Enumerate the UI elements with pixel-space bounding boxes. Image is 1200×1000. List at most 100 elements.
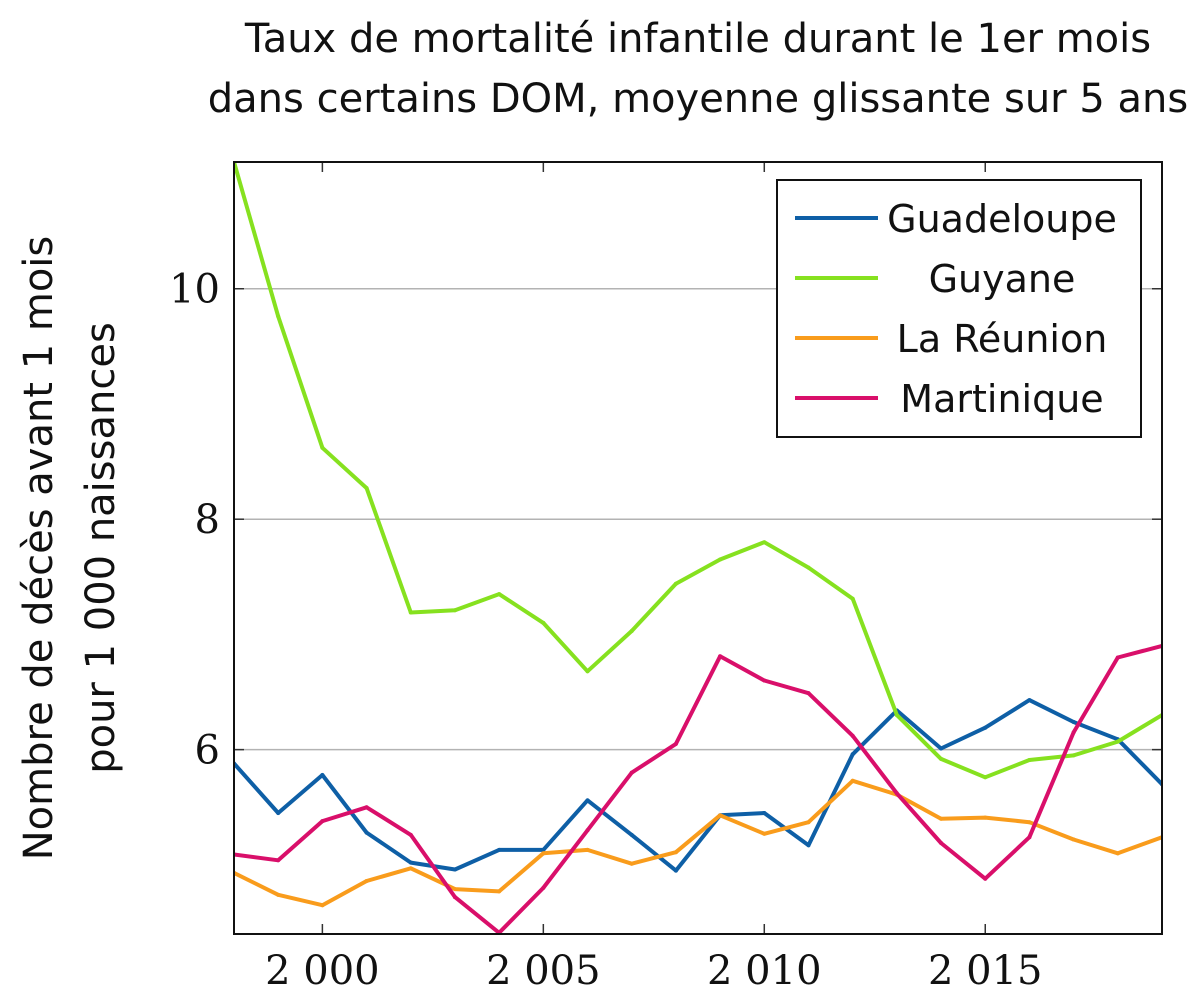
data-point-guyane [1027, 758, 1032, 763]
series-line-guyane [234, 162, 1162, 780]
data-point-martinique [276, 858, 281, 863]
data-point-guadeloupe [673, 868, 678, 873]
data-point-guadeloupe [452, 867, 457, 872]
chart-title: Taux de mortalité infantile durant le 1e… [208, 16, 1188, 122]
series-line-martinique [234, 643, 1162, 934]
data-point-la-reunion [1071, 837, 1076, 842]
data-point-guadeloupe [497, 847, 502, 852]
data-point-la-reunion [806, 820, 811, 825]
data-point-guadeloupe [320, 772, 325, 777]
legend-box [776, 179, 1142, 438]
data-point-la-reunion [983, 815, 988, 820]
data-point-guadeloupe [629, 832, 634, 837]
legend-label: Guadeloupe [887, 197, 1117, 241]
data-point-guyane [541, 620, 546, 625]
x-tick-label: 2 015 [928, 948, 1043, 994]
data-point-la-reunion [1115, 851, 1120, 856]
x-tick-label: 2 005 [486, 948, 601, 994]
series-guyane [234, 162, 1162, 780]
data-point-guyane [1071, 753, 1076, 758]
data-point-guadeloupe [939, 746, 944, 751]
data-point-la-reunion [673, 850, 678, 855]
data-point-guadeloupe [1027, 698, 1032, 703]
data-point-martinique [364, 805, 369, 810]
y-axis-label-line-1: Nombre de décès avant 1 mois [16, 236, 62, 861]
data-point-guadeloupe [1071, 719, 1076, 724]
series-line-guadeloupe [234, 698, 1162, 873]
series-line-la-reunion [234, 778, 1162, 908]
data-point-guyane [762, 540, 767, 545]
data-point-guadeloupe [850, 752, 855, 757]
series-la-reunion [234, 778, 1162, 908]
data-point-guyane [629, 628, 634, 633]
data-point-martinique [629, 770, 634, 775]
legend-item-la-reunion: La Réunion [795, 317, 1107, 361]
data-point-la-reunion [276, 892, 281, 897]
data-point-la-reunion [718, 813, 723, 818]
data-point-guyane [939, 756, 944, 761]
data-point-martinique [452, 895, 457, 900]
data-point-guadeloupe [408, 860, 413, 865]
data-point-la-reunion [1027, 820, 1032, 825]
x-tick-label: 2 000 [265, 948, 380, 994]
data-point-guadeloupe [585, 798, 590, 803]
data-point-guyane [894, 713, 899, 718]
y-tick-label: 6 [195, 728, 220, 774]
data-point-guyane [320, 445, 325, 450]
legend-item-guadeloupe: Guadeloupe [795, 197, 1117, 241]
data-point-la-reunion [452, 887, 457, 892]
data-point-guyane [1115, 739, 1120, 744]
legend-label: Martinique [900, 377, 1103, 421]
legend: Guadeloupe Guyane La Réunion Martinique [776, 179, 1142, 438]
x-tick-label: 2 010 [707, 948, 822, 994]
data-point-guyane [452, 608, 457, 613]
chart-title-line-2: dans certains DOM, moyenne glissante sur… [208, 76, 1188, 122]
data-point-guyane [673, 581, 678, 586]
legend-item-martinique: Martinique [795, 377, 1104, 421]
legend-item-guyane: Guyane [795, 257, 1075, 301]
data-point-guadeloupe [762, 811, 767, 816]
data-point-la-reunion [585, 847, 590, 852]
series-martinique [234, 643, 1162, 934]
data-point-la-reunion [762, 831, 767, 836]
data-point-la-reunion [497, 889, 502, 894]
data-point-guyane [276, 314, 281, 319]
axis-ticks: 2 000 2 005 2 010 2 015 6 8 10 [169, 162, 1162, 994]
data-point-guadeloupe [364, 830, 369, 835]
y-axis-label-line-2: pour 1 000 naissances [78, 322, 124, 774]
data-point-martinique [320, 819, 325, 824]
plot-frame [233, 161, 1163, 935]
data-point-martinique [806, 691, 811, 696]
y-tick-label: 10 [169, 267, 220, 313]
data-point-la-reunion [408, 866, 413, 871]
legend-label: Guyane [929, 257, 1076, 301]
data-point-guyane [364, 486, 369, 491]
data-point-martinique [894, 791, 899, 796]
data-point-guyane [850, 596, 855, 601]
data-point-martinique [983, 876, 988, 881]
data-point-guyane [983, 775, 988, 780]
data-point-la-reunion [541, 851, 546, 856]
data-point-martinique [1071, 730, 1076, 735]
data-point-martinique [408, 832, 413, 837]
y-axis-label: Nombre de décès avant 1 mois pour 1 000 … [16, 236, 124, 861]
data-point-martinique [850, 733, 855, 738]
chart-title-line-1: Taux de mortalité infantile durant le 1e… [244, 16, 1151, 62]
data-point-la-reunion [364, 878, 369, 883]
series-guadeloupe [234, 698, 1162, 873]
data-point-martinique [673, 741, 678, 746]
data-point-la-reunion [629, 861, 634, 866]
data-point-guadeloupe [541, 847, 546, 852]
data-point-guyane [585, 669, 590, 674]
data-point-guadeloupe [983, 725, 988, 730]
data-point-guyane [408, 610, 413, 615]
data-point-guadeloupe [806, 843, 811, 848]
data-point-martinique [762, 678, 767, 683]
data-point-guyane [806, 565, 811, 570]
data-point-la-reunion [939, 816, 944, 821]
data-point-martinique [541, 885, 546, 890]
data-point-martinique [585, 828, 590, 833]
data-point-martinique [939, 840, 944, 845]
data-point-martinique [1027, 835, 1032, 840]
